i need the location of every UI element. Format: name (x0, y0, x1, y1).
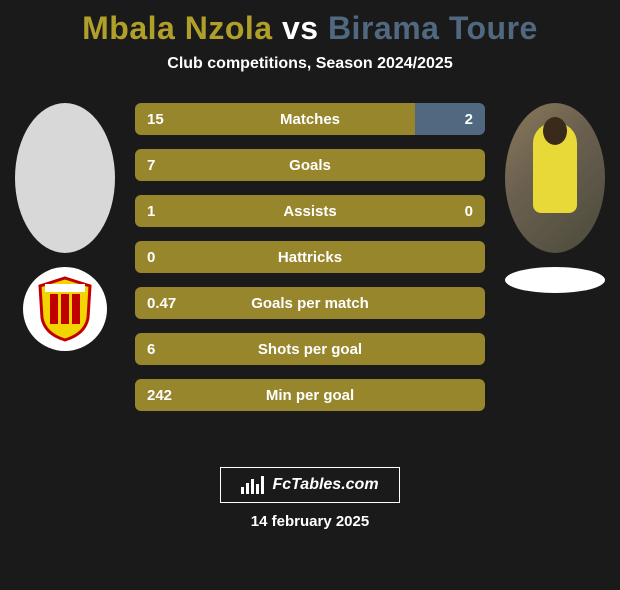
stat-row: 0Hattricks (135, 241, 485, 273)
stat-row: 7Goals (135, 149, 485, 181)
stat-label: Matches (135, 111, 485, 128)
comparison-body: 15Matches27Goals1Assists00Hattricks0.47G… (0, 103, 620, 443)
stat-value-right: 2 (465, 111, 473, 128)
shield-icon (30, 274, 100, 344)
stat-row: 6Shots per goal (135, 333, 485, 365)
player2-name: Birama Toure (328, 10, 538, 46)
site-logo: FcTables.com (220, 467, 400, 503)
vs-text: vs (273, 10, 328, 46)
stat-row: 0.47Goals per match (135, 287, 485, 319)
stat-label: Shots per goal (135, 341, 485, 358)
player2-avatar (505, 103, 605, 253)
player1-name: Mbala Nzola (82, 10, 272, 46)
subtitle: Club competitions, Season 2024/2025 (0, 55, 620, 73)
player1-column (10, 103, 120, 351)
stat-row: 1Assists0 (135, 195, 485, 227)
bars-icon (241, 476, 264, 494)
stats-list: 15Matches27Goals1Assists00Hattricks0.47G… (135, 103, 485, 411)
player2-club-badge (505, 267, 605, 293)
stat-label: Hattricks (135, 249, 485, 266)
stat-value-right: 0 (465, 203, 473, 220)
stat-label: Goals per match (135, 295, 485, 312)
comparison-title: Mbala Nzola vs Birama Toure (0, 10, 620, 47)
site-logo-text: FcTables.com (272, 476, 378, 494)
stat-label: Goals (135, 157, 485, 174)
player1-club-badge (23, 267, 107, 351)
stat-label: Assists (135, 203, 485, 220)
player2-column (500, 103, 610, 293)
stat-row: 15Matches2 (135, 103, 485, 135)
generated-date: 14 february 2025 (0, 513, 620, 530)
stat-row: 242Min per goal (135, 379, 485, 411)
player1-avatar (15, 103, 115, 253)
stat-label: Min per goal (135, 387, 485, 404)
